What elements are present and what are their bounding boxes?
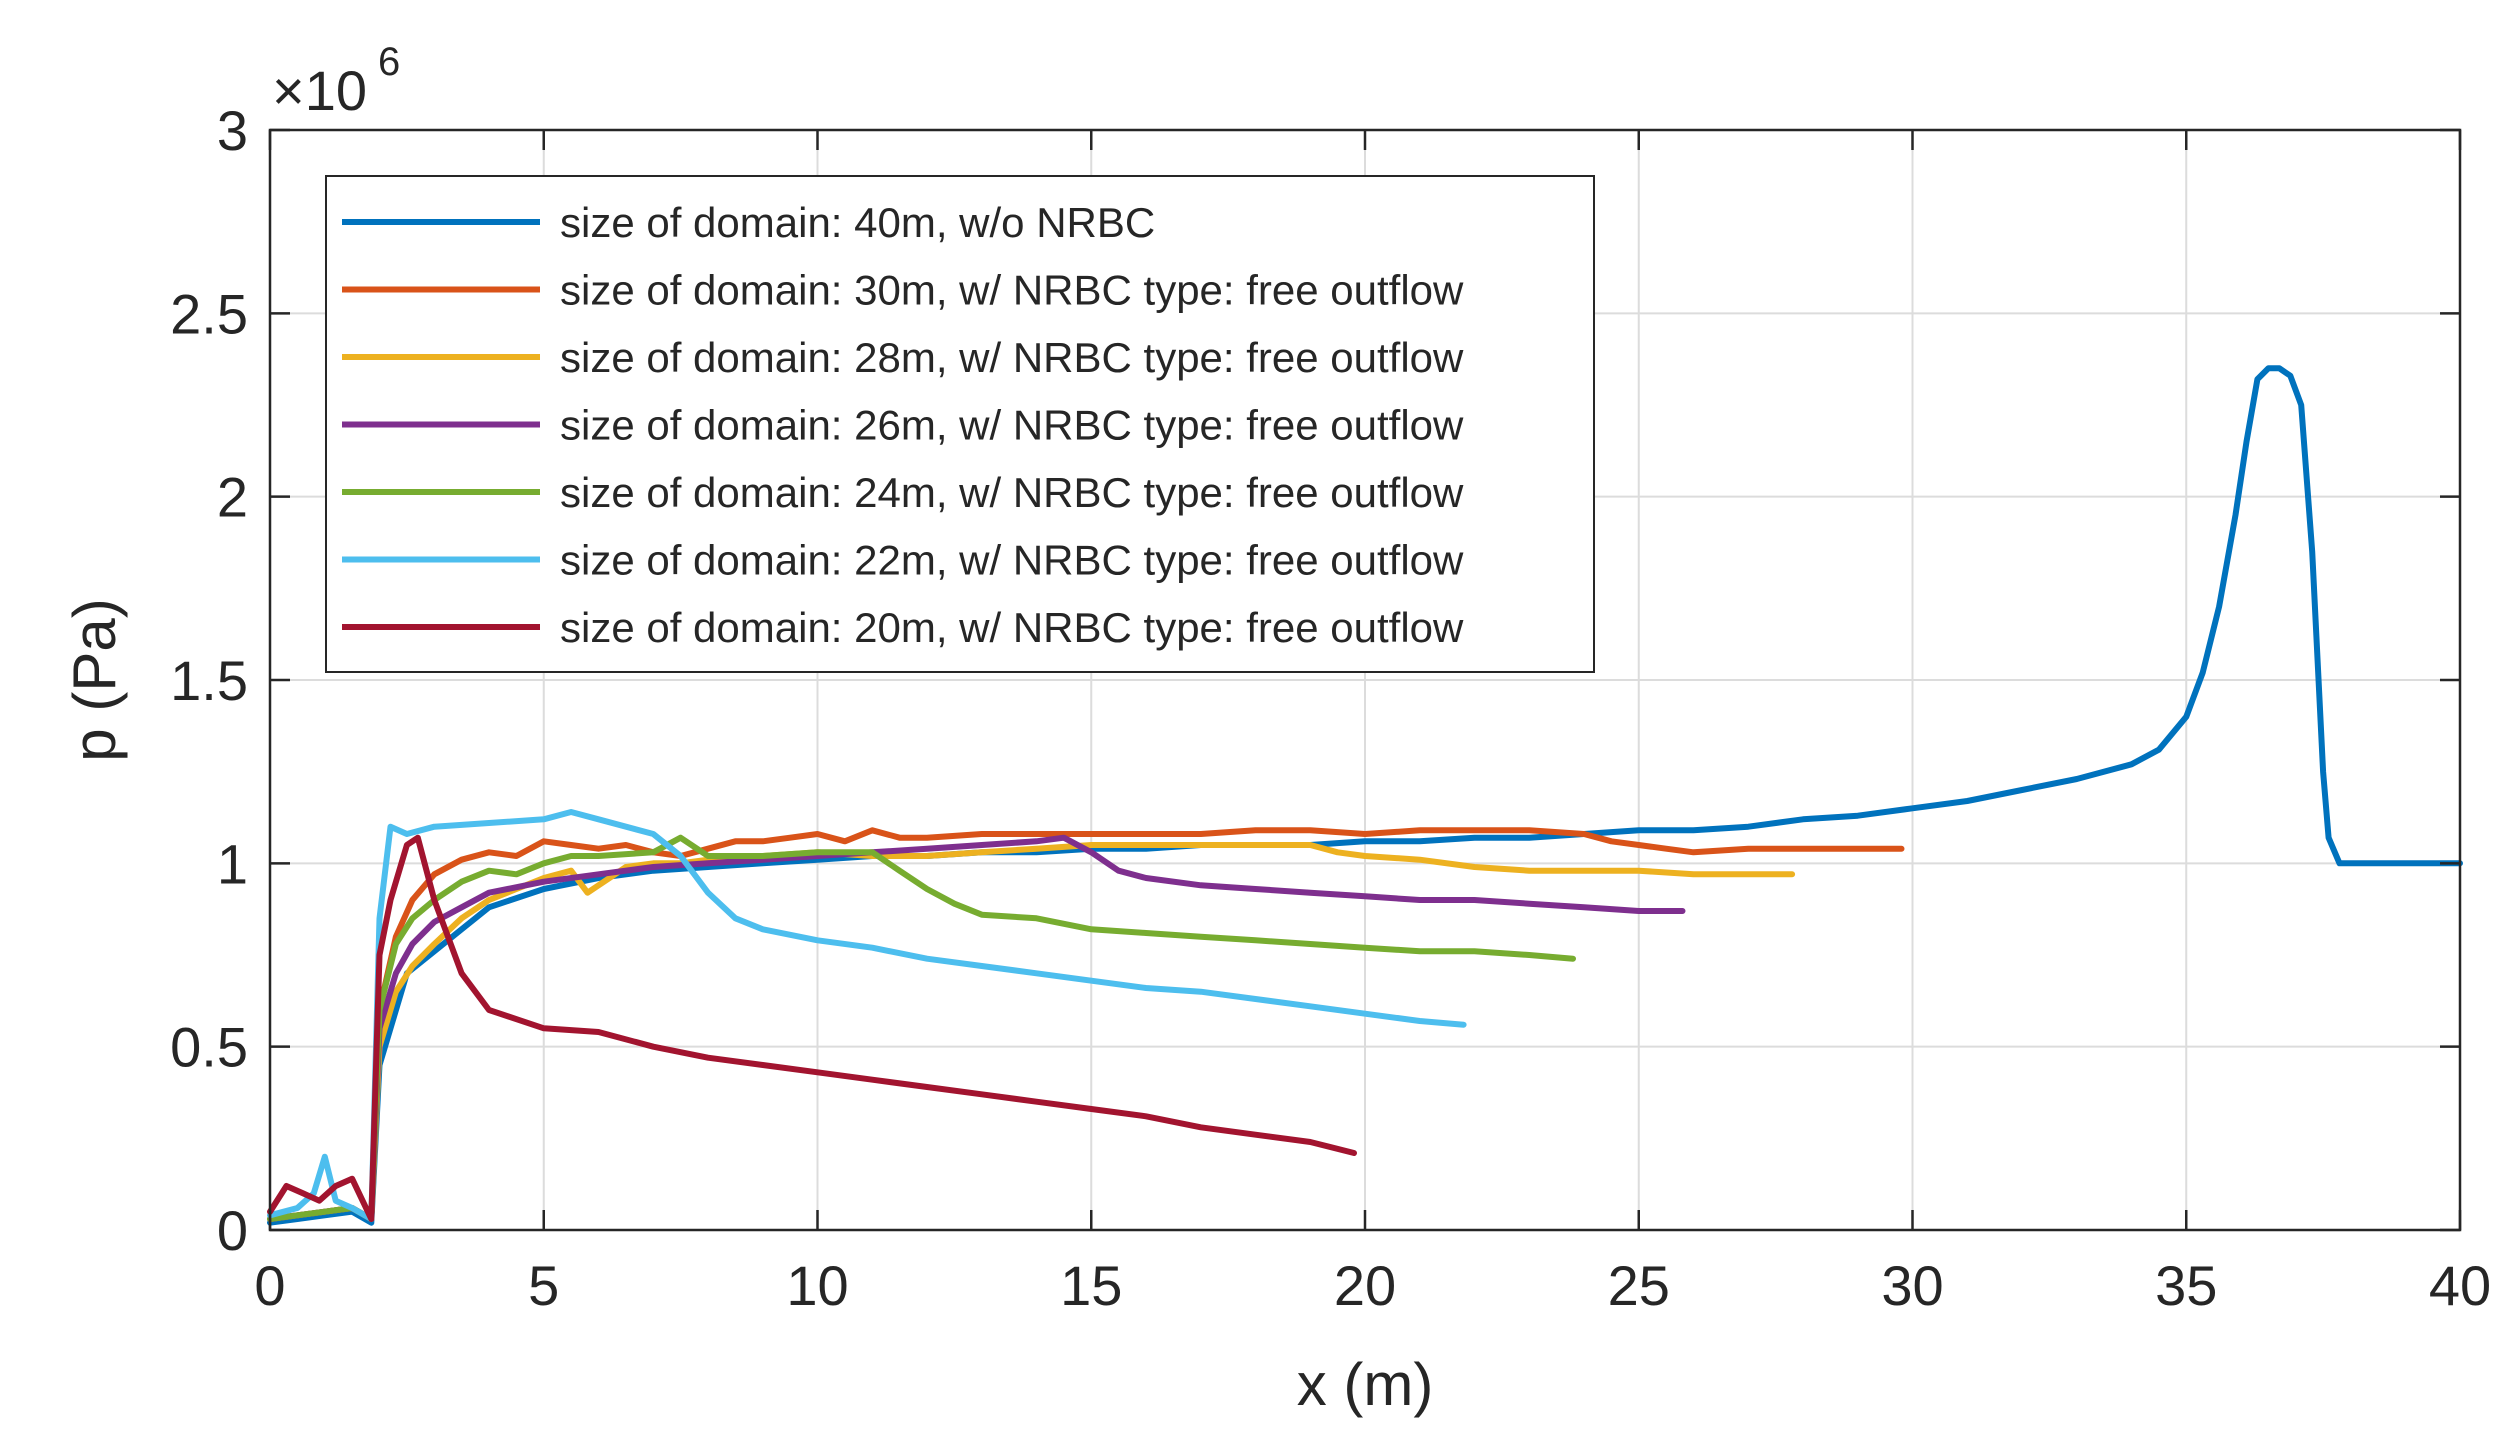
x-tick-label: 40 bbox=[2429, 1254, 2491, 1317]
x-tick-label: 30 bbox=[1881, 1254, 1943, 1317]
legend-label-1: size of domain: 40m, w/o NRBC bbox=[560, 199, 1155, 246]
x-tick-label: 15 bbox=[1060, 1254, 1122, 1317]
legend-label-2: size of domain: 30m, w/ NRBC type: free … bbox=[560, 267, 1464, 314]
legend-label-6: size of domain: 22m, w/ NRBC type: free … bbox=[560, 537, 1464, 584]
legend-label-4: size of domain: 26m, w/ NRBC type: free … bbox=[560, 402, 1464, 449]
x-tick-label: 20 bbox=[1334, 1254, 1396, 1317]
ticks bbox=[268, 128, 2462, 1232]
x-tick-label: 0 bbox=[254, 1254, 285, 1317]
series-line-1 bbox=[267, 365, 2463, 1226]
y-scale-exponent: 6 bbox=[378, 40, 400, 84]
y-tick-label: 2 bbox=[217, 466, 248, 529]
tick-labels: 0 5 10 15 20 25 30 35 40 0 0.5 1 1.5 2 2.5 3 bbox=[170, 99, 2491, 1317]
y-scale-base: ×10 bbox=[272, 59, 367, 122]
legend-label-5: size of domain: 24m, w/ NRBC type: free … bbox=[560, 469, 1464, 516]
y-axis-label: p (Pa) bbox=[61, 598, 128, 761]
y-tick-label: 1 bbox=[217, 832, 248, 895]
legend: size of domain: 40m, w/o NRBC size of dom… bbox=[325, 175, 1595, 673]
y-tick-label: 3 bbox=[217, 99, 248, 162]
x-tick-label: 5 bbox=[528, 1254, 559, 1317]
series-line-5 bbox=[267, 834, 1576, 1222]
legend-label-7: size of domain: 20m, w/ NRBC type: free … bbox=[560, 604, 1464, 651]
y-tick-label: 1.5 bbox=[170, 649, 248, 712]
x-axis-label: x (m) bbox=[1297, 1351, 1434, 1418]
legend-label-3: size of domain: 28m, w/ NRBC type: free … bbox=[560, 334, 1464, 381]
series-line-7 bbox=[267, 834, 1357, 1222]
x-tick-label: 35 bbox=[2155, 1254, 2217, 1317]
y-tick-label: 0.5 bbox=[170, 1016, 248, 1079]
series-line-6 bbox=[267, 809, 1467, 1222]
x-tick-label: 25 bbox=[1608, 1254, 1670, 1317]
y-tick-label: 2.5 bbox=[170, 282, 248, 345]
x-tick-label: 10 bbox=[786, 1254, 848, 1317]
y-tick-label: 0 bbox=[217, 1199, 248, 1262]
series-layer bbox=[267, 365, 2463, 1226]
